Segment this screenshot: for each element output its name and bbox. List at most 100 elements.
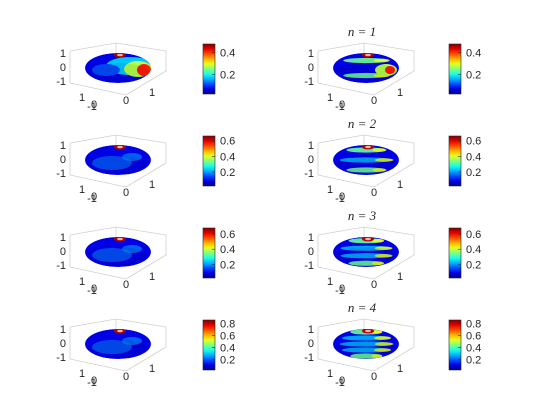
colorbar: 0.80.60.40.2 (202, 319, 235, 371)
surface (333, 145, 399, 175)
z-tick-label: -1 (304, 168, 314, 180)
x-tick-label: 0 (371, 371, 377, 383)
z-tick-label: 1 (308, 48, 314, 60)
x-tick-label: 0 (371, 187, 377, 199)
x-tick-label: 1 (149, 271, 155, 283)
z-tick-label: -1 (56, 352, 66, 364)
x-tick-label: -1 (335, 285, 345, 297)
x-tick-label: -1 (87, 101, 97, 113)
z-tick-label: 1 (60, 48, 66, 60)
x-tick-label: 1 (397, 87, 403, 99)
colorbar: 0.6 0.4 0.2 (448, 227, 481, 279)
y-tick-label: 0 (339, 99, 345, 111)
y-tick-label: 1 (327, 184, 333, 196)
subplot-title: n = 1 (348, 24, 376, 39)
y-tick-label: 1 (79, 276, 85, 288)
tick-labels: 10-110-1 01 (304, 324, 403, 389)
tick-labels: 10-110-1 01 (56, 324, 155, 389)
colorbar-tick-label: 0.8 (220, 319, 235, 331)
subplot-title: n = 3 (348, 208, 377, 223)
colorbar-tick-label: 0.4 (220, 342, 235, 354)
x-tick-label: 1 (149, 179, 155, 191)
x-tick-label: -1 (87, 377, 97, 389)
subplot-3: 10-110-1 010.60.40.2 (56, 134, 235, 205)
z-tick-label: -1 (56, 168, 66, 180)
colorbar: 0.80.60.40.2 (448, 319, 481, 371)
x-tick-label: 1 (149, 87, 155, 99)
colorbar-tick-label: 0.4 (466, 151, 481, 163)
y-tick-label: 1 (327, 368, 333, 380)
axes-box (317, 42, 415, 96)
tick-labels: 10-110-1 01 (56, 48, 155, 113)
x-tick-label: -1 (335, 377, 345, 389)
tick-labels: 10-110-1 01 (304, 232, 403, 297)
z-tick-label: -1 (304, 352, 314, 364)
x-tick-label: 0 (123, 371, 129, 383)
colorbar-tick-label: 0.6 (466, 136, 481, 148)
colorbar-tick-label: 0.6 (466, 330, 481, 342)
axes-box (69, 42, 167, 96)
colorbar-tick-label: 0.2 (466, 69, 481, 81)
z-tick-label: 1 (308, 140, 314, 152)
colorbar-tick-label: 0.4 (220, 48, 235, 60)
colorbar: 0.6 0.4 0.2 (202, 136, 235, 187)
colorbar: 0.4 0.2 (448, 43, 481, 95)
subplot-title: n = 2 (348, 116, 377, 131)
subplot-title: n = 4 (348, 300, 377, 315)
y-tick-label: 1 (79, 184, 85, 196)
tick-labels: 10-110-1 01 (56, 140, 155, 205)
x-tick-label: 0 (123, 95, 129, 107)
x-tick-label: -1 (335, 101, 345, 113)
y-tick-label: 0 (339, 375, 345, 387)
y-tick-label: 1 (79, 368, 85, 380)
colorbar-tick-label: 0.2 (220, 69, 235, 81)
y-tick-label: 0 (91, 99, 97, 111)
colorbar: 0.6 0.4 0.2 (202, 227, 235, 279)
surface (85, 53, 151, 83)
subplot-1: 10-110-1 010.40.2 (56, 42, 235, 113)
z-tick-label: 0 (308, 246, 314, 258)
axes-box (69, 134, 167, 188)
z-tick-label: 0 (60, 62, 66, 74)
colorbar-tick-label: 0.4 (466, 244, 481, 256)
axes-box (317, 318, 415, 372)
x-tick-label: 1 (397, 271, 403, 283)
y-tick-label: 1 (327, 276, 333, 288)
colorbar-tick-label: 0.8 (466, 319, 481, 331)
z-tick-label: 0 (60, 154, 66, 166)
x-tick-label: -1 (87, 285, 97, 297)
colorbar-tick-label: 0.6 (220, 229, 235, 241)
colorbar-tick-label: 0.2 (466, 167, 481, 179)
z-tick-label: 1 (60, 232, 66, 244)
colorbar-tick-label: 0.4 (220, 151, 235, 163)
y-tick-label: 0 (91, 191, 97, 203)
colorbar-tick-label: 0.2 (466, 354, 481, 366)
colorbar: 0.4 0.2 (202, 43, 235, 95)
z-tick-label: -1 (56, 260, 66, 272)
y-tick-label: 0 (91, 375, 97, 387)
colorbar-tick-label: 0.2 (220, 167, 235, 179)
axes-box (317, 134, 415, 188)
z-tick-label: 0 (308, 62, 314, 74)
z-tick-label: 0 (308, 154, 314, 166)
subplot-6: n = 310-110-1 010.60.40.2 (304, 208, 481, 297)
surface (333, 329, 399, 359)
x-tick-label: 0 (371, 95, 377, 107)
y-tick-label: 0 (91, 283, 97, 295)
z-tick-label: -1 (56, 76, 66, 88)
subplot-8: n = 410-110-1 010.80.60.40.2 (304, 300, 481, 389)
tick-labels: 10-110-1 01 (304, 48, 403, 113)
z-tick-label: 1 (308, 324, 314, 336)
z-tick-label: 1 (60, 324, 66, 336)
x-tick-label: 0 (123, 279, 129, 291)
colorbar-tick-label: 0.4 (466, 48, 481, 60)
surface (333, 237, 399, 267)
z-tick-label: 0 (60, 338, 66, 350)
tick-labels: 10-110-1 01 (304, 140, 403, 205)
y-tick-label: 1 (79, 92, 85, 104)
x-tick-label: 1 (397, 363, 403, 375)
x-tick-label: 0 (123, 187, 129, 199)
subplot-7: 10-110-1 010.80.60.40.2 (56, 319, 235, 389)
subplot-5: 10-110-1 010.60.40.2 (56, 226, 235, 297)
